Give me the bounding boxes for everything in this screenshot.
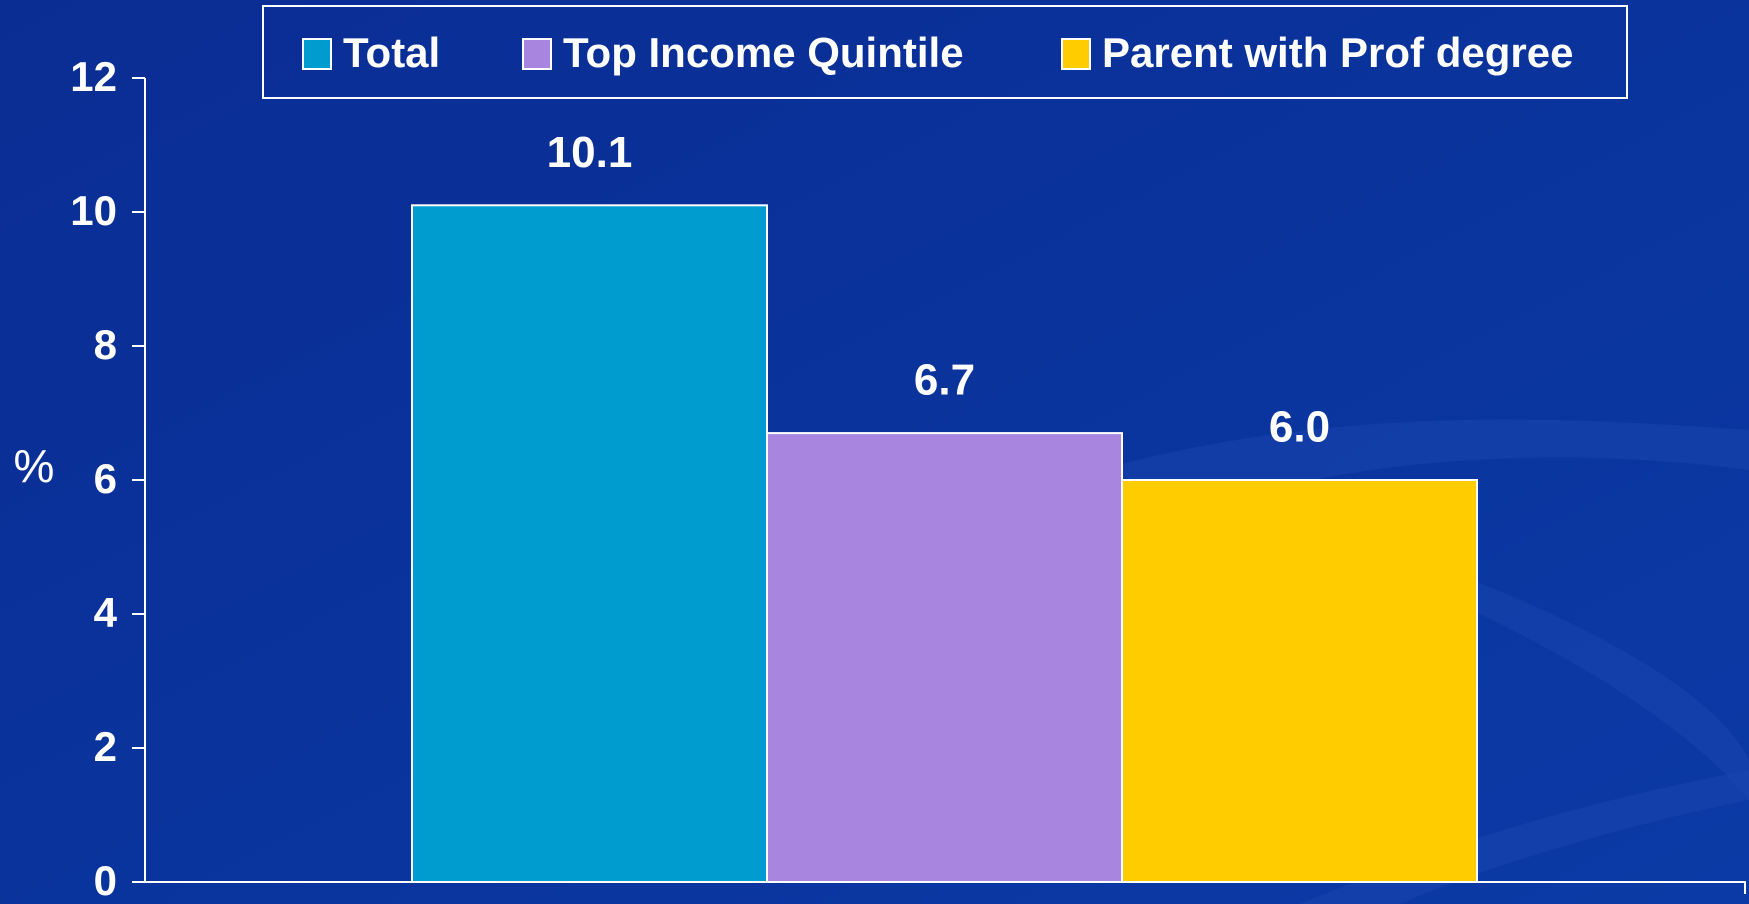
y-tick-label: 2 [94,723,117,770]
legend-label: Total [343,29,440,76]
y-tick-label: 6 [94,455,117,502]
y-tick-label: 12 [70,53,117,100]
legend-label: Parent with Prof degree [1102,29,1573,76]
bar [1121,479,1478,883]
y-tick-label: 4 [94,589,118,636]
y-tick-label: 10 [70,187,117,234]
legend-label: Top Income Quintile [563,29,964,76]
bar [411,204,768,884]
data-label: 6.0 [1269,403,1330,452]
legend-box [262,5,1628,99]
data-label: 6.7 [914,356,975,405]
y-tick-label: 8 [94,321,117,368]
data-label: 10.1 [547,128,633,177]
y-tick-label: 0 [94,857,117,904]
legend-swatch [522,38,552,70]
bar [766,432,1123,883]
y-axis-label: % [14,440,55,492]
legend-swatch [302,38,332,70]
legend-swatch [1061,38,1091,70]
